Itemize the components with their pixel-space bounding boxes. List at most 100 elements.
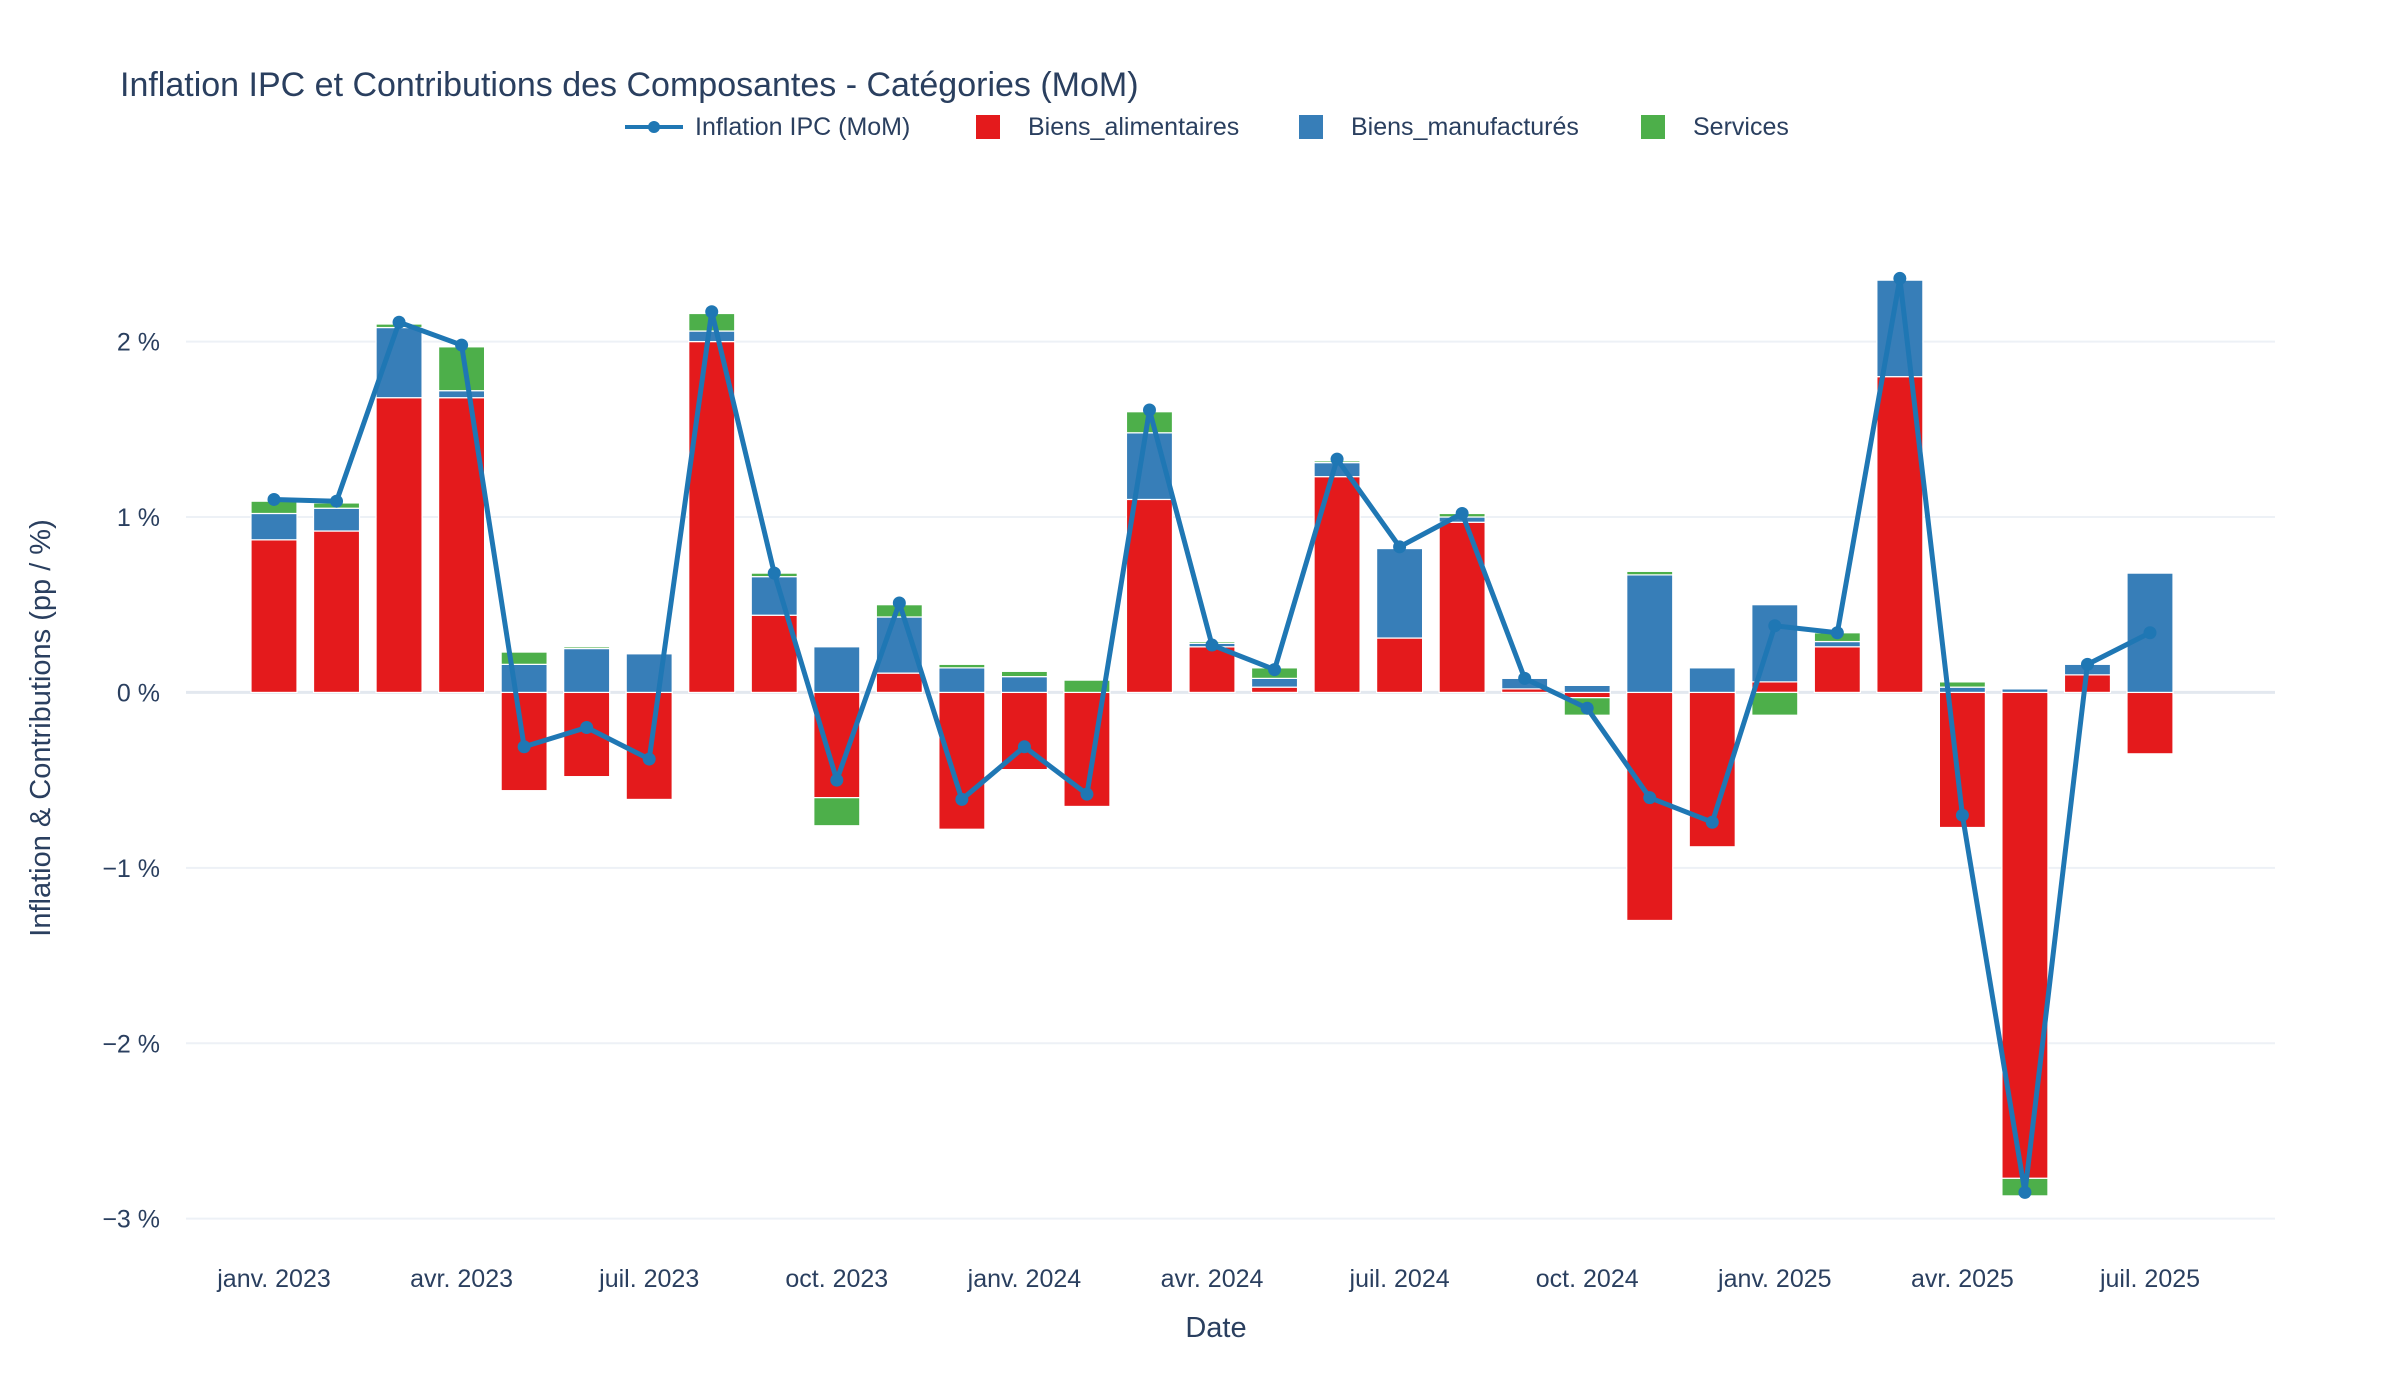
x-tick-label: avr. 2024 xyxy=(1161,1265,1264,1293)
x-tick-label: avr. 2023 xyxy=(410,1265,513,1293)
x-tick-label: avr. 2025 xyxy=(1911,1265,2014,1293)
bar-biens-manufactur-s xyxy=(312,507,361,532)
bar-biens-manufactur-s xyxy=(2001,688,2049,694)
bar-biens-manufactur-s xyxy=(1000,676,1049,694)
x-tick-label: oct. 2024 xyxy=(1536,1265,1639,1293)
bar-biens-alimentaires xyxy=(1626,691,1674,922)
line-point xyxy=(767,566,781,580)
bar-services xyxy=(1000,670,1049,678)
x-tick-label: janv. 2025 xyxy=(1717,1265,1832,1293)
legend-item-services[interactable]: Services xyxy=(1641,108,1789,146)
bar-services xyxy=(1626,570,1674,576)
bar-biens-alimentaires xyxy=(375,397,423,694)
line-point xyxy=(1955,808,1969,822)
legend-item-inflation[interactable]: Inflation IPC (MoM) xyxy=(625,108,910,146)
line-point xyxy=(955,792,969,806)
line-point xyxy=(1268,663,1282,677)
line-point xyxy=(1393,540,1407,554)
bar-biens-manufactur-s xyxy=(938,667,986,694)
legend-label: Inflation IPC (MoM) xyxy=(695,112,911,141)
line-point xyxy=(1705,815,1719,829)
line-point xyxy=(1080,787,1094,801)
line-point xyxy=(1017,740,1031,754)
line-point xyxy=(642,752,656,766)
bar-biens-alimentaires xyxy=(1813,646,1861,694)
line-point xyxy=(1518,671,1532,685)
bar-biens-alimentaires xyxy=(1188,646,1236,694)
bar-services xyxy=(813,797,861,827)
legend-swatch-icon xyxy=(976,115,1000,139)
y-axis-title: Inflation & Contributions (pp / %) xyxy=(25,519,57,936)
bar-services xyxy=(1938,681,1987,688)
line-point xyxy=(330,494,344,508)
bar-services xyxy=(938,663,986,669)
line-point xyxy=(267,492,281,506)
line-point xyxy=(1643,791,1657,805)
bar-biens-alimentaires xyxy=(312,530,361,694)
x-tick-label: juil. 2023 xyxy=(598,1265,699,1293)
line-point xyxy=(892,596,906,610)
bar-biens-manufactur-s xyxy=(250,512,298,541)
bar-biens-alimentaires xyxy=(250,539,298,694)
bar-biens-manufactur-s xyxy=(1250,677,1299,688)
line-point xyxy=(392,315,406,329)
line-point xyxy=(455,338,469,352)
bar-biens-manufactur-s xyxy=(500,663,548,694)
line-point xyxy=(830,773,844,787)
bar-biens-manufactur-s xyxy=(1813,640,1861,648)
line-point xyxy=(1205,638,1219,652)
bar-biens-alimentaires xyxy=(938,691,986,830)
bar-biens-alimentaires xyxy=(1250,686,1299,694)
line-point xyxy=(2143,626,2157,640)
bar-biens-alimentaires xyxy=(1563,691,1611,699)
legend-swatch-icon xyxy=(1299,115,1323,139)
line-point xyxy=(2080,657,2094,671)
y-tick-label: 0 % xyxy=(117,679,160,707)
line-point xyxy=(1142,403,1156,417)
line-point xyxy=(1893,271,1907,285)
line-point xyxy=(1455,506,1469,520)
bar-services xyxy=(563,646,611,650)
line-point xyxy=(1830,626,1844,640)
y-tick-label: 1 % xyxy=(117,504,160,532)
y-tick-label: 2 % xyxy=(117,329,160,357)
line-point xyxy=(517,740,531,754)
bar-biens-alimentaires xyxy=(2126,691,2174,755)
x-tick-label: janv. 2024 xyxy=(967,1265,1082,1293)
bar-biens-alimentaires xyxy=(1125,498,1174,694)
bar-biens-alimentaires xyxy=(875,672,923,694)
bar-biens-manufactur-s xyxy=(688,330,736,343)
bar-biens-manufactur-s xyxy=(438,390,486,399)
bar-biens-alimentaires xyxy=(1375,637,1424,694)
y-tick-label: −1 % xyxy=(102,855,160,883)
x-tick-label: juil. 2024 xyxy=(1349,1265,1450,1293)
legend-label: Services xyxy=(1693,112,1789,141)
y-tick-label: −3 % xyxy=(102,1206,160,1234)
x-tick-label: juil. 2025 xyxy=(2099,1265,2200,1293)
legend-swatch-icon xyxy=(1641,115,1665,139)
line-point xyxy=(1580,701,1594,715)
legend-item-biens-alimentaires[interactable]: Biens_alimentaires xyxy=(976,108,1239,146)
legend: Inflation IPC (MoM) Biens_alimentaires B… xyxy=(0,108,2400,146)
legend-label: Biens_alimentaires xyxy=(1028,112,1240,141)
legend-line-marker-icon xyxy=(625,115,683,139)
bar-biens-manufactur-s xyxy=(1688,667,1736,694)
bar-biens-manufactur-s xyxy=(813,646,861,694)
legend-item-biens-manufactures[interactable]: Biens_manufacturés xyxy=(1299,108,1579,146)
line-point xyxy=(2018,1185,2032,1199)
x-tick-label: janv. 2023 xyxy=(216,1265,331,1293)
line-point xyxy=(705,305,719,319)
bar-services xyxy=(1063,679,1111,694)
bar-biens-alimentaires xyxy=(688,340,736,694)
x-tick-label: oct. 2023 xyxy=(785,1265,888,1293)
chart-title: Inflation IPC et Contributions des Compo… xyxy=(120,66,1139,104)
line-inflation-ipc xyxy=(273,275,2152,1195)
bar-biens-manufactur-s xyxy=(1375,547,1424,639)
y-tick-label: −2 % xyxy=(102,1030,160,1058)
bar-biens-manufactur-s xyxy=(750,576,798,616)
bar-biens-manufactur-s xyxy=(1626,574,1674,694)
bar-biens-manufactur-s xyxy=(563,647,611,694)
bar-biens-manufactur-s xyxy=(1563,684,1611,694)
line-point xyxy=(1768,619,1782,633)
x-axis-title: Date xyxy=(1185,1312,1246,1344)
